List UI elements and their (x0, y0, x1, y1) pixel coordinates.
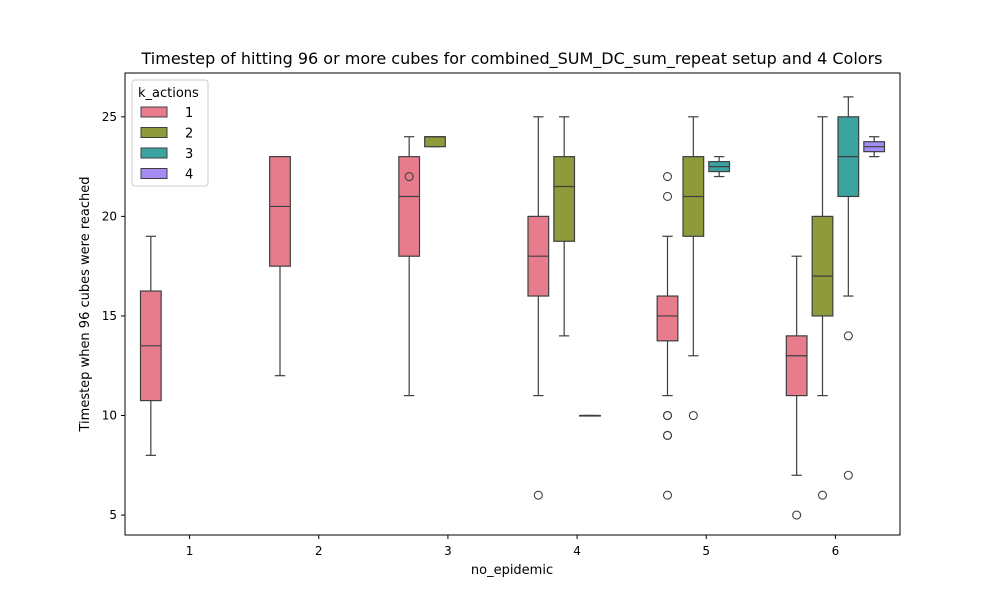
box-group (398, 136, 421, 397)
x-tick-label: 3 (444, 544, 452, 558)
x-tick-label: 2 (315, 544, 323, 558)
outlier-point (662, 191, 673, 202)
box-group (424, 136, 446, 148)
outlier-point (688, 410, 698, 421)
y-tick-label: 10 (102, 409, 117, 423)
box-group (656, 172, 679, 500)
box-group (863, 136, 886, 158)
box-body (553, 156, 576, 242)
y-tick-label: 15 (102, 309, 117, 323)
outlier-point (843, 470, 853, 480)
x-tick-label: 4 (573, 544, 581, 558)
y-tick-label: 25 (102, 110, 117, 124)
box-group (579, 414, 601, 417)
box-body (269, 156, 291, 267)
x-tick-label: 6 (832, 544, 840, 558)
box-body (424, 136, 446, 148)
y-tick-label: 5 (109, 508, 117, 522)
x-axis-label: no_epidemic (471, 563, 553, 578)
axes: 1 2 3 4 5 6 5 10 15 20 25 (102, 110, 840, 558)
box-group (708, 156, 731, 178)
outlier-point (792, 510, 802, 520)
box-group (139, 235, 162, 456)
outlier-point (843, 331, 853, 341)
plot-area (139, 96, 886, 520)
outlier-point (662, 410, 673, 421)
legend-label: 3 (185, 147, 193, 162)
x-tick-label: 1 (186, 544, 194, 558)
outlier-point (662, 172, 673, 182)
legend-label: 2 (185, 127, 193, 142)
outlier-point (404, 172, 414, 182)
box-group (837, 96, 860, 480)
box-body (398, 156, 421, 257)
box-group (682, 116, 705, 421)
y-axis-label: Timestep when 96 cubes were reached (78, 176, 93, 432)
box-group (811, 116, 834, 500)
legend-swatch (140, 147, 168, 159)
outlier-point (817, 490, 828, 500)
chart-title: Timestep of hitting 96 or more cubes for… (141, 49, 883, 69)
box-body (811, 215, 834, 317)
legend-label: 1 (185, 106, 193, 121)
outlier-point (662, 430, 673, 440)
outlier-point (533, 490, 543, 500)
legend-title: k_actions (138, 86, 199, 101)
legend: k_actions 1 2 3 4 (131, 79, 209, 187)
plot-frame (124, 72, 901, 536)
legend-label: 4 (185, 168, 193, 183)
box-body (656, 295, 679, 342)
box-group (527, 116, 550, 500)
box-group (785, 255, 808, 520)
legend-swatch (140, 127, 168, 138)
legend-swatch (140, 168, 168, 179)
box-body (785, 335, 808, 397)
box-group (269, 156, 291, 377)
x-tick-label: 5 (702, 544, 710, 558)
y-tick-label: 20 (102, 209, 117, 223)
legend-swatch (140, 106, 168, 118)
box-group (553, 116, 576, 337)
outlier-point (662, 490, 673, 500)
